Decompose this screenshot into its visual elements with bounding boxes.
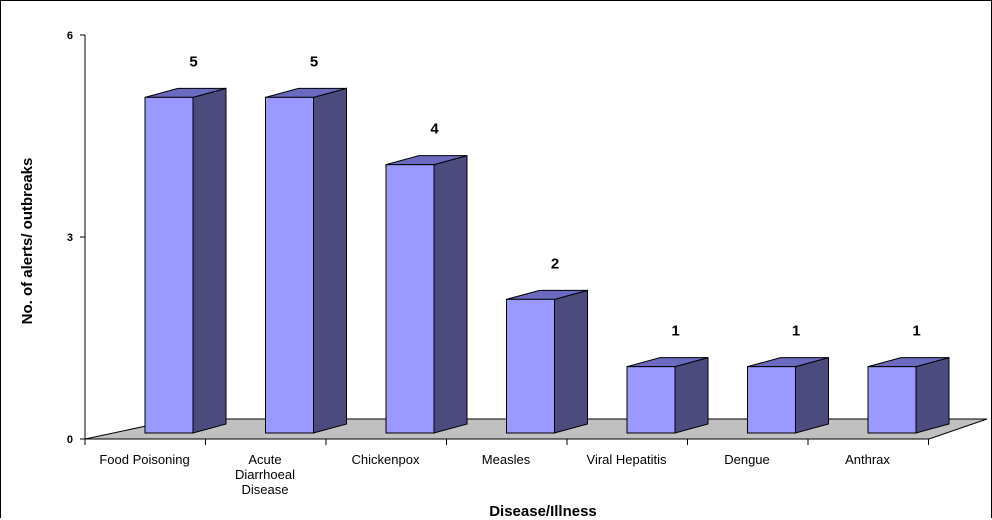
category-label-line: Viral Hepatitis: [587, 452, 667, 467]
bar-value-label: 5: [189, 53, 197, 70]
x-ticks: [84, 439, 929, 445]
bar: [144, 87, 227, 434]
bar: [506, 289, 588, 434]
bar-front-face: [385, 164, 435, 434]
bar-side-face: [795, 357, 829, 434]
bar-value-label: 1: [792, 323, 800, 340]
bar-front-face: [867, 366, 917, 434]
category-label-line: Disease: [242, 482, 289, 497]
category-label: Acute Diarrhoeal Disease: [235, 452, 295, 497]
category-label: Viral Hepatitis: [587, 452, 667, 467]
x-axis-title: Disease/Illness: [489, 503, 597, 520]
bar-side-face: [433, 155, 468, 434]
bar-front-face: [144, 96, 194, 434]
bar: [867, 357, 950, 434]
category-label-line: Food Poisoning: [99, 452, 189, 467]
category-label: Chickenpox: [352, 452, 420, 467]
category-label: Measles: [482, 452, 531, 467]
category-label-line: Diarrhoeal: [235, 467, 295, 482]
y-tick-label: 3: [67, 232, 73, 244]
bar-front-face: [747, 366, 796, 434]
bar-side-face: [915, 357, 950, 434]
category-label-line: Acute: [248, 452, 281, 467]
category-label: Dengue: [724, 452, 770, 467]
category-label-line: Anthrax: [845, 452, 890, 467]
bar-value-label: 1: [671, 323, 679, 340]
bars: 5 5 4 2 1 1 1: [144, 53, 950, 434]
y-tick-label: 6: [67, 30, 73, 42]
y-ticks: 0 3 6: [67, 30, 85, 446]
bar-side-face: [192, 87, 227, 434]
bar: [265, 87, 347, 434]
category-label-line: Measles: [482, 452, 531, 467]
bar-front-face: [506, 298, 555, 434]
category-label-line: Chickenpox: [352, 452, 420, 467]
y-axis-title: No. of alerts/ outbreaks: [19, 158, 36, 325]
bar-value-label: 2: [551, 255, 559, 272]
y-tick-label: 0: [67, 434, 73, 446]
bar: [626, 357, 709, 434]
bar: [385, 155, 468, 434]
bar-value-label: 4: [430, 121, 439, 138]
bar-side-face: [674, 357, 709, 434]
bar-side-face: [554, 289, 588, 434]
bar-front-face: [626, 366, 676, 434]
bar-front-face: [265, 96, 314, 434]
bar-value-label: 5: [310, 53, 318, 70]
category-label: Food Poisoning: [99, 452, 189, 467]
category-label: Anthrax: [845, 452, 890, 467]
bar: [747, 357, 829, 434]
bar-side-face: [313, 87, 347, 434]
category-label-line: Dengue: [724, 452, 770, 467]
category-labels: Food Poisoning Acute Diarrhoeal Disease Chic…: [99, 452, 890, 497]
bar-value-label: 1: [912, 323, 920, 340]
